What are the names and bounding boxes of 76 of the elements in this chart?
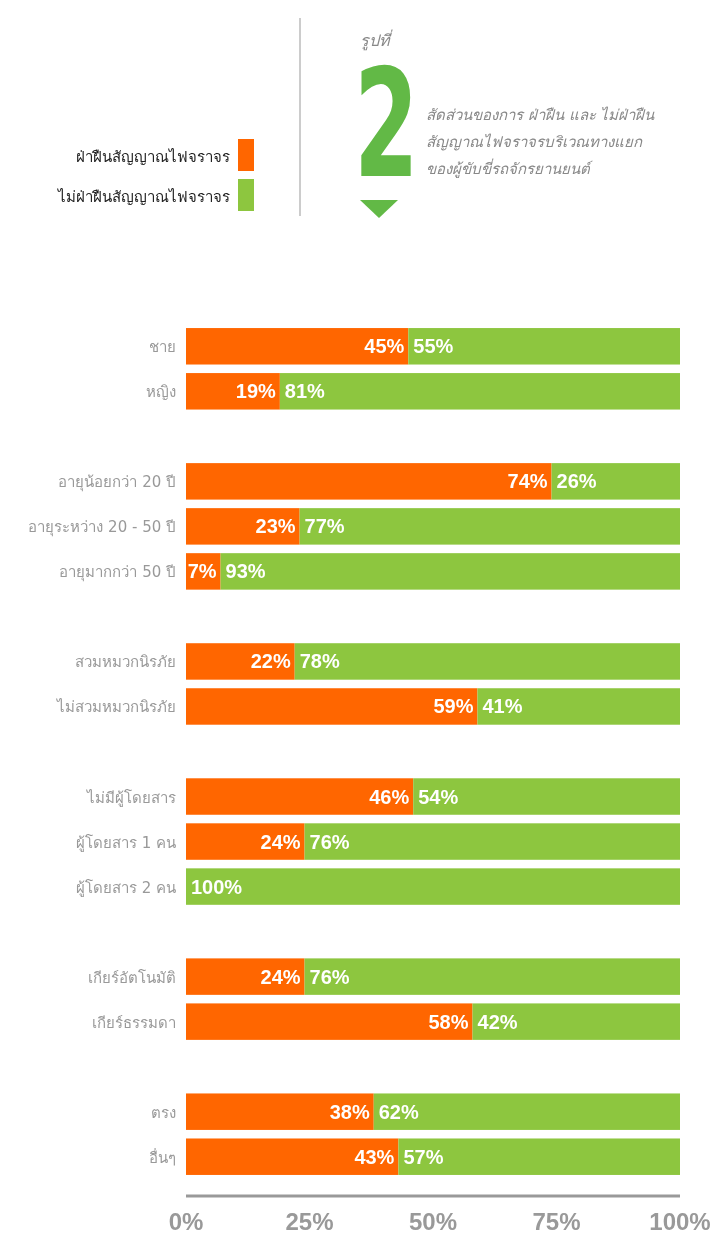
x-tick-label: 100% xyxy=(649,1208,711,1235)
y-tick-label: อายุระหว่าง 20 - 50 ปี xyxy=(28,518,176,538)
data-label: 81% xyxy=(284,380,326,403)
data-label: 43% xyxy=(354,1145,395,1168)
bar xyxy=(304,958,680,995)
bar xyxy=(373,1093,680,1130)
bar xyxy=(186,643,295,680)
data-label: 26% xyxy=(556,470,597,493)
bar xyxy=(408,328,680,365)
data-label: 41% xyxy=(482,695,523,718)
bar xyxy=(186,688,478,725)
bar xyxy=(186,958,305,995)
data-label: 78% xyxy=(299,650,340,673)
y-tick-label: ไม่สวมหมวกนิรภัย xyxy=(56,698,176,717)
bar xyxy=(186,373,280,410)
bar xyxy=(186,508,300,545)
bar xyxy=(186,868,680,905)
data-label: 76% xyxy=(309,965,350,988)
bar xyxy=(186,823,305,860)
bar xyxy=(551,463,680,500)
y-tick-label: อายุมากกว่า 50 ปี xyxy=(59,563,176,583)
y-tick-label: หญิง xyxy=(146,383,176,402)
bar xyxy=(186,1138,399,1175)
bar xyxy=(413,778,680,815)
data-label: 42% xyxy=(477,1010,518,1033)
bar xyxy=(186,463,552,500)
chart-title: สัดส่วนของการ ฝ่าฝืน และ ไม่ฝ่าฝืน สัญญาณไฟจราจรบริเวณทางแยก ของผู้ขับขี่รถจักรยานยนต์ xyxy=(426,106,656,178)
legend-label: ฝ่าฝืนสัญญาณไฟจราจร xyxy=(76,148,230,166)
data-label: 100% xyxy=(191,875,243,898)
bar xyxy=(472,1003,680,1040)
data-label: 45% xyxy=(364,335,405,358)
bar xyxy=(186,328,409,365)
y-tick-label: ผู้โดยสาร 1 คน xyxy=(75,833,176,852)
y-tick-label: อื่นๆ xyxy=(149,1146,176,1167)
bar xyxy=(186,778,414,815)
y-tick-label: อายุน้อยกว่า 20 ปี xyxy=(58,473,176,493)
bar xyxy=(186,1003,473,1040)
data-label: 77% xyxy=(304,515,345,538)
x-tick-label: 25% xyxy=(285,1208,334,1235)
data-label: 23% xyxy=(255,515,296,538)
data-label: 93% xyxy=(225,560,266,583)
y-tick-label: เกียร์อัตโนมัติ xyxy=(88,968,176,987)
data-label: 24% xyxy=(260,965,301,988)
data-label: 24% xyxy=(260,830,301,853)
y-tick-label: สวมหมวกนิรภัย xyxy=(75,653,176,672)
bar xyxy=(279,373,680,410)
x-tick-label: 0% xyxy=(168,1208,204,1235)
bar xyxy=(299,508,680,545)
bar xyxy=(477,688,680,725)
data-label: 74% xyxy=(507,470,548,493)
chart-subtitle: รูปที่ xyxy=(360,29,393,51)
bar xyxy=(294,643,680,680)
x-tick-label: 75% xyxy=(532,1208,581,1235)
legend-label: ไม่ฝ่าฝืนสัญญาณไฟจราจร xyxy=(57,188,230,206)
data-label: 76% xyxy=(309,830,350,853)
y-tick-label: ไม่มีผู้โดยสาร xyxy=(86,788,176,807)
y-tick-label: เกียร์ธรรมดา xyxy=(92,1013,176,1032)
data-label: 57% xyxy=(403,1145,444,1168)
data-label: 54% xyxy=(418,785,459,808)
y-tick-label: ตรง xyxy=(151,1103,176,1122)
data-label: 62% xyxy=(378,1100,419,1123)
y-tick-label: ผู้โดยสาร 2 คน xyxy=(75,878,176,897)
bar xyxy=(220,553,680,590)
data-label: 19% xyxy=(235,380,277,403)
bar xyxy=(398,1138,680,1175)
data-label: 22% xyxy=(250,650,291,673)
data-label: 38% xyxy=(329,1100,370,1123)
data-label: 7% xyxy=(187,560,217,583)
bar xyxy=(186,1093,374,1130)
bar xyxy=(304,823,680,860)
y-tick-label: ชาย xyxy=(149,338,176,357)
x-tick-label: 50% xyxy=(408,1208,458,1235)
data-label: 59% xyxy=(433,695,474,718)
data-label: 58% xyxy=(428,1010,469,1033)
data-label: 55% xyxy=(413,335,454,358)
data-label: 46% xyxy=(369,785,410,808)
